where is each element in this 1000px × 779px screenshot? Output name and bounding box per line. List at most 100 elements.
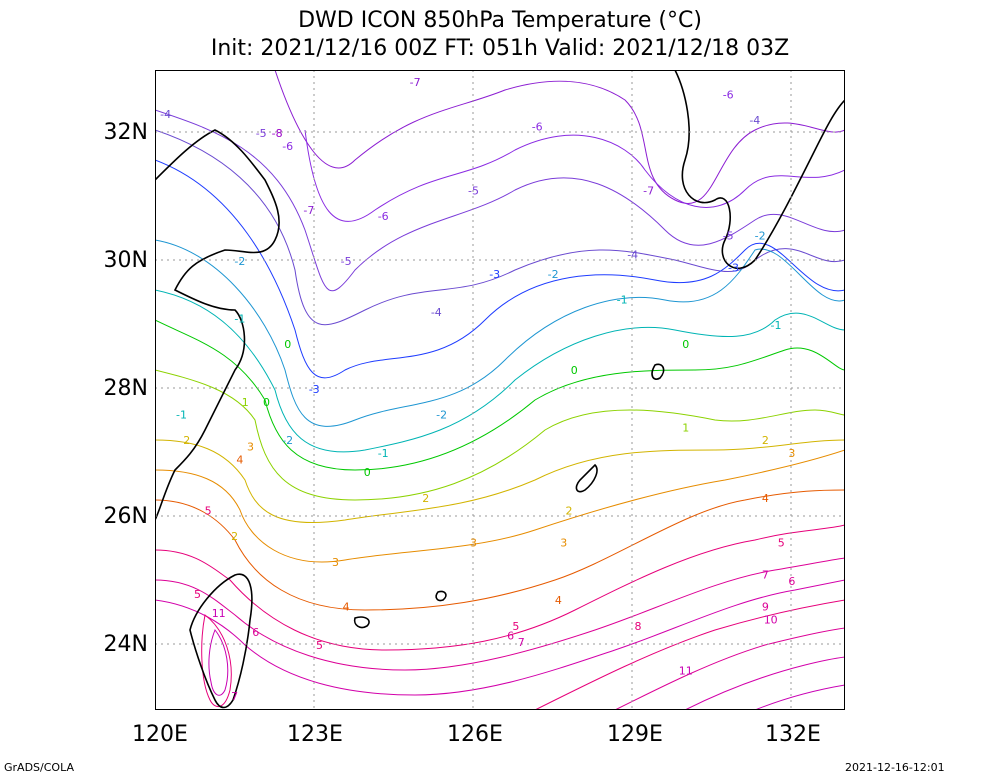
contour-label: -6: [723, 89, 734, 102]
contour-label: 7: [518, 636, 525, 649]
contour-label: 1: [242, 396, 249, 409]
contour-label: 3: [470, 537, 477, 550]
contour-label: 9: [762, 601, 769, 614]
contour-label: 3: [788, 447, 795, 460]
contour-label: -3: [489, 268, 500, 281]
contour-label: -6: [282, 140, 293, 153]
temperature-map: -7-6-5 -8-6-4-6-4-5 -7-7 -6-5 -2-4-3-5-2-3 -2…: [155, 70, 845, 710]
contour-label: -8: [272, 127, 283, 140]
contour-label: 2: [183, 434, 190, 447]
isotherm-3: [155, 449, 845, 563]
contour-label: 5: [778, 537, 785, 550]
contour-label: 0: [263, 396, 270, 409]
contour-label: -7: [643, 185, 654, 198]
contour-label: -4: [749, 114, 760, 127]
isotherm-minus6: [304, 129, 845, 222]
lat-label-26n: 26N: [103, 504, 148, 529]
isotherm-minus7: [274, 70, 845, 204]
contour-label: -1: [617, 293, 628, 306]
contour-label: 7: [762, 569, 769, 582]
contour-label: -4: [431, 306, 442, 319]
isotherm-5: [155, 524, 845, 651]
contour-label: 5: [512, 620, 519, 633]
isotherm-minus5: [155, 109, 845, 292]
isotherm-8: [534, 599, 845, 710]
contour-label: -2: [436, 409, 447, 422]
china-coast: [155, 129, 280, 521]
contour-label: 10: [764, 613, 778, 626]
contour-label: 5: [194, 588, 201, 601]
contour-label: -7: [303, 204, 314, 217]
contour-label: 5: [316, 639, 323, 652]
ryukyu-amami: [651, 363, 665, 380]
contour-label: 11: [212, 607, 226, 620]
isotherm-minus4: [155, 129, 845, 326]
contour-label: 2: [566, 505, 573, 518]
lon-label-132e: 132E: [765, 722, 821, 747]
coastlines: [155, 70, 845, 709]
contour-label: 6: [788, 575, 795, 588]
contour-label: -5: [341, 255, 352, 268]
ryukyu-yaeyama: [353, 616, 370, 629]
isotherm-taiwan-inner: [208, 629, 229, 696]
contour-label: 0: [682, 338, 689, 351]
contour-label: 8: [635, 620, 642, 633]
contour-label: -2: [548, 268, 559, 281]
contour-label: -6: [532, 121, 543, 134]
lon-label-126e: 126E: [447, 722, 503, 747]
lat-label-32n: 32N: [103, 120, 148, 145]
footer-timestamp: 2021-12-16-12:01: [845, 761, 945, 774]
contour-label: 1: [682, 421, 689, 434]
contour-label: -5: [468, 185, 479, 198]
isotherm-minus3: [155, 159, 845, 379]
footer-software: GrADS/COLA: [4, 761, 74, 774]
contour-label: 4: [236, 453, 243, 466]
contour-label: -7: [410, 76, 421, 89]
contour-label: 2: [422, 492, 429, 505]
isotherm-lines: [155, 70, 845, 710]
contour-label: -3: [309, 383, 320, 396]
contour-labels: -7-6-5 -8-6-4-6-4-5 -7-7 -6-5 -2-4-3-5-2-3 -2…: [160, 76, 795, 703]
lon-label-129e: 129E: [607, 722, 663, 747]
contour-label: -2: [234, 255, 245, 268]
contour-label: -1: [176, 409, 187, 422]
isotherm-1: [155, 369, 845, 501]
contour-label: -2: [755, 229, 766, 242]
contour-label: -5: [723, 229, 734, 242]
contour-label: 2: [231, 530, 238, 543]
map-subtitle: Init: 2021/12/16 00Z FT: 051h Valid: 202…: [210, 36, 790, 61]
contour-label: 3: [332, 556, 339, 569]
contour-label: -3: [728, 261, 739, 274]
contour-label: 3: [247, 441, 254, 454]
isotherm-minus2: [155, 239, 845, 427]
contour-label: 11: [679, 665, 693, 678]
contour-label: 0: [364, 466, 371, 479]
miyako-island: [435, 590, 447, 602]
contour-label: 2: [762, 434, 769, 447]
isotherm-2: [155, 439, 845, 524]
contour-label: -1: [378, 447, 389, 460]
isotherm-11: [754, 684, 845, 710]
taiwan-coast: [189, 573, 253, 709]
isotherm-9: [614, 627, 845, 710]
contour-label: -6: [378, 210, 389, 223]
isotherm-10: [684, 656, 845, 710]
contour-label: -2: [282, 434, 293, 447]
contour-label: 4: [762, 492, 769, 505]
lat-label-30n: 30N: [103, 248, 148, 273]
isotherm-4: [155, 489, 845, 611]
contour-label: 4: [555, 594, 562, 607]
isotherm-7: [155, 579, 845, 696]
contour-label: -1: [771, 319, 782, 332]
isotherm-0: [155, 319, 845, 471]
contour-label: 0: [571, 364, 578, 377]
contour-label: -5: [256, 127, 267, 140]
isotherm-6: [155, 557, 845, 671]
korea-kyushu-coast: [674, 70, 845, 269]
contour-label: 0: [284, 338, 291, 351]
plot-frame: [155, 70, 845, 710]
contour-label: 6: [507, 629, 514, 642]
contour-label: 7: [231, 690, 238, 703]
lat-lon-grid: [155, 70, 845, 710]
map-title: DWD ICON 850hPa Temperature (°C): [298, 8, 702, 33]
